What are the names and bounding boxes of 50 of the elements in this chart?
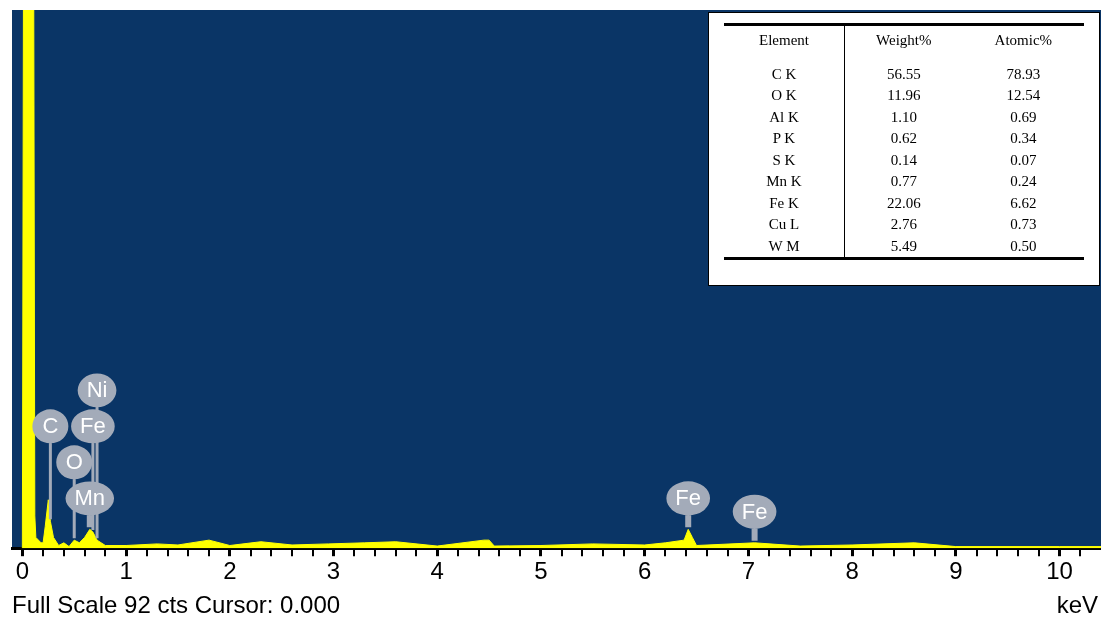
data-label: 11.96 — [886, 86, 922, 105]
category-label: Fe K — [724, 192, 845, 214]
x-tick-label: 2 — [223, 557, 237, 585]
data-label: 0.77 — [889, 172, 918, 191]
data-label: 0.73 — [1009, 215, 1038, 234]
category-label: O K — [724, 85, 845, 107]
category-label: C K — [724, 63, 845, 85]
data-label: 12.54 — [1005, 86, 1042, 105]
x-tick-label: 9 — [949, 557, 963, 585]
data-label: 0.24 — [1009, 172, 1038, 191]
x-tick-label: 4 — [430, 557, 444, 585]
annotation: C — [42, 413, 59, 439]
category-label: Cu L — [724, 214, 845, 236]
data-label: 22.06 — [885, 193, 922, 213]
data-label: 6.62 — [1009, 193, 1038, 213]
data-label: 0.07 — [1009, 150, 1038, 170]
x-axis-title: keV — [1056, 591, 1098, 618]
data-label: 0.50 — [1009, 236, 1038, 256]
data-label: 1.10 — [889, 107, 918, 127]
data-label: 78.93 — [1005, 64, 1042, 84]
data-label: 5.49 — [889, 236, 918, 256]
data-label: 56.55 — [885, 64, 922, 84]
data-label: 0.34 — [1009, 129, 1038, 148]
data-label: 0.14 — [889, 150, 918, 170]
x-tick-label: 5 — [534, 557, 548, 585]
x-tick-label: 10 — [1046, 557, 1073, 585]
category-label: P K — [724, 128, 845, 150]
x-tick-label: 1 — [119, 557, 133, 585]
x-tick-label: 6 — [637, 557, 652, 585]
text: Element — [724, 24, 845, 64]
text: Atomic% — [993, 31, 1054, 50]
x-tick-label: 3 — [326, 557, 341, 585]
data-label: 2.76 — [889, 215, 918, 234]
x-tick-label: 8 — [845, 557, 859, 585]
series-label: Weight% — [875, 31, 933, 50]
annotation: O — [65, 449, 83, 475]
x-tick-label: 7 — [741, 557, 756, 585]
annotation: Fe — [80, 413, 106, 439]
data-label: 0.62 — [889, 129, 918, 148]
category-label: Al K — [724, 106, 845, 128]
category-label: S K — [724, 149, 845, 171]
x-tick-label: 0 — [15, 557, 30, 585]
annotation: Mn — [74, 485, 106, 511]
category-label: Mn K — [724, 171, 845, 193]
data-label: 0.69 — [1009, 107, 1038, 127]
text: Full Scale 92 cts Cursor: 0.000 — [12, 591, 341, 618]
annotation: Ni — [86, 377, 108, 403]
annotation: Fe — [675, 485, 702, 511]
annotation: Fe — [741, 498, 768, 524]
category-label: W M — [724, 235, 845, 259]
